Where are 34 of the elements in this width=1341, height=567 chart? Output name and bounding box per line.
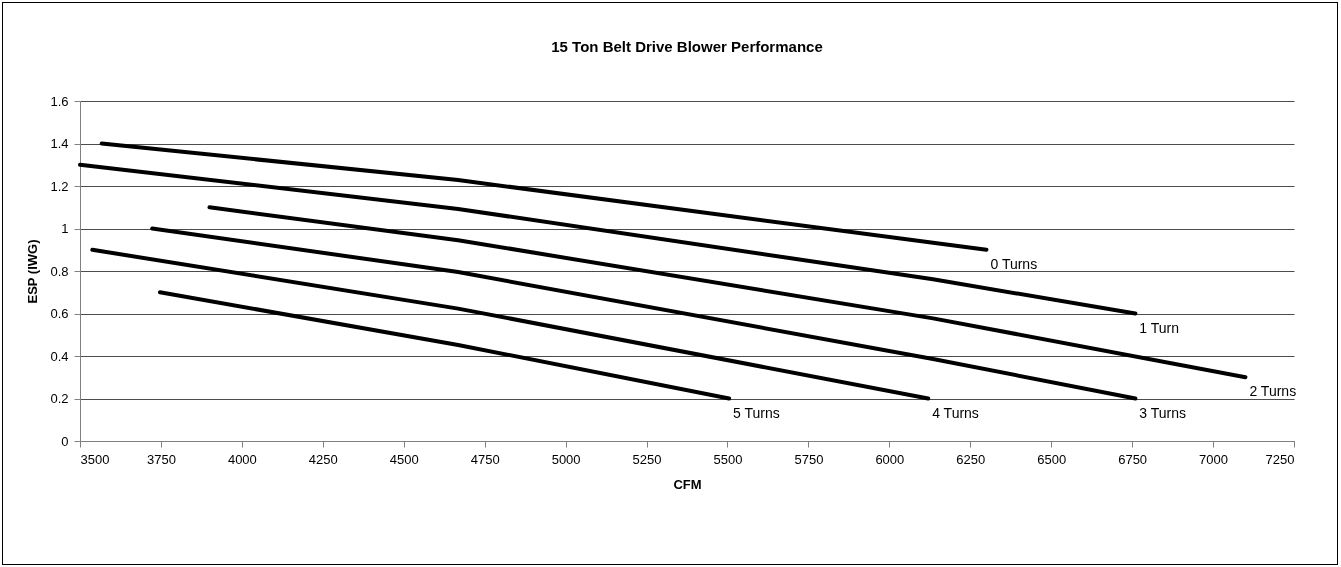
y-tick-label: 0.4 [50, 348, 69, 364]
x-tick-label: 5250 [632, 451, 662, 467]
x-tick-label: 4000 [227, 451, 257, 467]
x-tick-label: 5500 [713, 451, 743, 467]
y-tick-label: 0 [61, 433, 69, 449]
y-tick-label: 1.4 [50, 136, 69, 151]
x-tick-label: 6250 [956, 451, 986, 467]
series-label: 3 Turns [1139, 404, 1187, 421]
chart-title: 15 Ton Belt Drive Blower Performance [551, 38, 823, 55]
x-tick-label: 3750 [146, 451, 176, 467]
x-tick-label: 5750 [794, 451, 824, 467]
x-tick-label: 4250 [308, 451, 338, 467]
series-label: 0 Turns [990, 255, 1038, 272]
y-tick-label: 0.2 [50, 391, 69, 406]
y-tick-label: 0.8 [50, 263, 69, 279]
x-tick-label: 5000 [551, 451, 581, 467]
series-label: 2 Turns [1249, 383, 1297, 400]
x-tick-label: 7000 [1199, 451, 1229, 467]
x-tick-label: 4750 [470, 451, 500, 467]
series-label: 5 Turns [733, 404, 780, 421]
y-tick-label: 1.2 [50, 178, 69, 194]
x-tick-label: 6750 [1118, 451, 1148, 467]
y-tick-label: 0.6 [50, 306, 69, 321]
y-tick-label: 1 [61, 221, 69, 236]
x-tick-label: 3500 [80, 451, 110, 467]
series-label: 1 Turn [1139, 319, 1180, 336]
y-tick-label: 1.6 [50, 93, 69, 109]
y-axis-title: ESP (IWG) [25, 239, 41, 304]
x-tick-label: 6000 [875, 451, 905, 467]
x-axis-title: CFM [673, 476, 702, 492]
x-tick-label: 6500 [1037, 451, 1067, 467]
series-label: 4 Turns [932, 404, 979, 421]
x-tick-label: 7250 [1265, 451, 1295, 467]
x-tick-label: 4500 [389, 451, 419, 467]
